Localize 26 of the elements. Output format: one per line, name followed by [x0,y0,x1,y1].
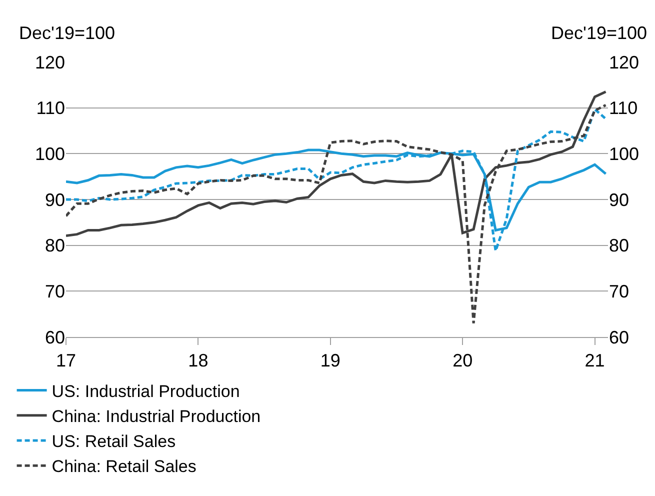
y-tick-label: 100 [34,144,65,164]
x-tick-label: 20 [452,350,473,371]
y2-tick-label: 90 [609,190,630,210]
y2-tick-label: 110 [609,98,638,118]
legend-label: China: Retail Sales [52,457,196,476]
y2-tick-label: 60 [609,327,630,348]
y2-tick-label: 120 [609,52,640,72]
y-tick-label: 90 [44,190,65,210]
legend-label: US: Retail Sales [52,432,176,452]
y2-tick-label: 100 [609,144,640,164]
y-tick-label: 80 [44,236,65,256]
y-tick-label: 60 [44,327,65,348]
x-tick-label: 19 [320,350,340,371]
y2-axis-title: Dec'19=100 [551,23,648,43]
x-tick-label: 21 [584,350,605,371]
y-tick-label: 120 [34,52,65,72]
legend-label: China: Industrial Production [52,407,261,426]
x-tick-label: 18 [188,350,208,371]
y2-tick-label: 70 [609,281,630,302]
y2-tick-label: 80 [609,236,630,256]
y-tick-label: 110 [36,98,65,118]
line-series [66,108,607,252]
y-axis-title: Dec'19=100 [19,23,116,43]
legend-label: US: Industrial Production [52,382,240,401]
y-tick-label: 70 [44,281,65,302]
x-tick-label: 17 [56,350,76,371]
